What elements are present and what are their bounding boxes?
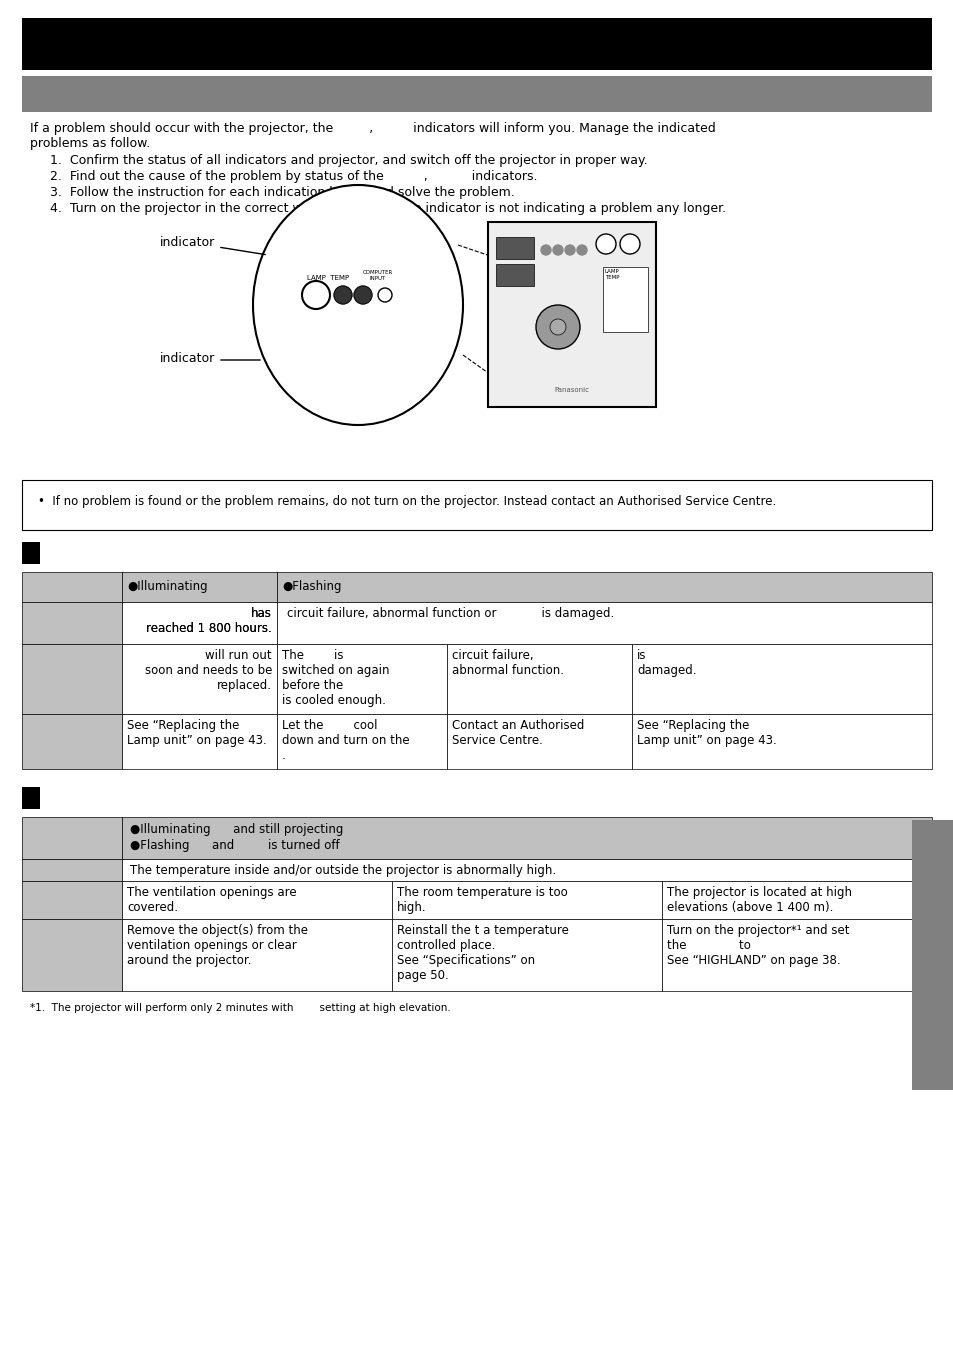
Bar [22,76,931,112]
Bar [22,713,122,769]
Text: circuit failure,
abnormal function.: circuit failure, abnormal function. [452,648,563,677]
Text: Let the        cool
down and turn on the
.: Let the cool down and turn on the . [282,719,409,762]
Text: LAMP
TEMP: LAMP TEMP [604,269,619,280]
Bar [661,919,931,992]
Text: Contact an Authorised
Service Centre.: Contact an Authorised Service Centre. [452,719,584,747]
Bar [631,644,931,713]
Text: The ventilation openings are
covered.: The ventilation openings are covered. [127,886,296,915]
Text: has
reached 1 800 hours.: has reached 1 800 hours. [146,607,272,635]
Bar [122,603,276,644]
Bar [496,236,534,259]
Circle shape [540,245,551,255]
Bar [911,820,953,1090]
Bar [122,859,931,881]
Text: See “Replacing the
Lamp unit” on page 43.: See “Replacing the Lamp unit” on page 43… [637,719,776,747]
Text: 2.  Find out the cause of the problem by status of the          ,           indi: 2. Find out the cause of the problem by … [50,170,537,182]
Text: problems as follow.: problems as follow. [30,136,150,150]
Text: ●Flashing      and         is turned off: ●Flashing and is turned off [130,839,339,852]
Circle shape [553,245,562,255]
Text: The projector is located at high
elevations (above 1 400 m).: The projector is located at high elevati… [666,886,851,915]
Bar [22,817,122,859]
Bar [22,18,931,70]
Bar [496,263,534,286]
Text: The        is
switched on again
before the
is cooled enough.: The is switched on again before the is c… [282,648,389,707]
Bar [447,713,631,769]
Text: Remove the object(s) from the
ventilation openings or clear
around the projector: Remove the object(s) from the ventilatio… [127,924,308,967]
Bar [392,919,661,992]
Bar [22,542,40,563]
Text: ●Flashing: ●Flashing [282,580,341,593]
Text: Panasonic: Panasonic [554,386,589,393]
Text: Reinstall the t a temperature
controlled place.
See “Specifications” on
page 50.: Reinstall the t a temperature controlled… [396,924,568,982]
Bar [22,644,122,713]
Bar [447,644,631,713]
Text: 1.  Confirm the status of all indicators and projector, and switch off the proje: 1. Confirm the status of all indicators … [50,154,647,168]
Bar [22,571,122,603]
Ellipse shape [253,185,462,426]
Circle shape [596,234,616,254]
Bar [602,267,647,332]
Circle shape [354,286,372,304]
Bar [22,859,122,881]
Text: COMPUTER
INPUT: COMPUTER INPUT [362,270,393,281]
Text: If a problem should occur with the projector, the         ,          indicators : If a problem should occur with the proje… [30,122,715,135]
Text: 4.  Turn on the projector in the correct way and confirm the indicator is not in: 4. Turn on the projector in the correct … [50,203,725,215]
Text: circuit failure, abnormal function or            is damaged.: circuit failure, abnormal function or is… [287,608,614,620]
Text: ●Illuminating: ●Illuminating [127,580,208,593]
Bar [22,603,122,644]
Circle shape [550,319,565,335]
Text: Turn on the projector*¹ and set
the              to
See “HIGHLAND” on page 38.: Turn on the projector*¹ and set the to S… [666,924,848,967]
Bar [122,817,931,859]
Text: has
reached 1 800 hours.: has reached 1 800 hours. [146,607,272,635]
Text: indicator: indicator [159,235,214,249]
Bar [392,881,661,919]
Text: •  If no problem is found or the problem remains, do not turn on the projector. : • If no problem is found or the problem … [38,494,776,508]
Circle shape [564,245,575,255]
Text: The room temperature is too
high.: The room temperature is too high. [396,886,567,915]
Bar [122,881,392,919]
Bar [631,713,931,769]
Text: 3.  Follow the instruction for each indication below and solve the problem.: 3. Follow the instruction for each indic… [50,186,515,199]
Bar [122,713,276,769]
Bar [22,788,40,809]
Bar [122,919,392,992]
Text: ●Illuminating      and still projecting: ●Illuminating and still projecting [130,823,343,836]
Bar [276,603,931,644]
Circle shape [536,305,579,349]
Circle shape [302,281,330,309]
Circle shape [619,234,639,254]
Bar [22,881,122,919]
Text: See “Replacing the
Lamp unit” on page 43.: See “Replacing the Lamp unit” on page 43… [127,719,267,747]
Circle shape [577,245,586,255]
Bar [661,881,931,919]
Bar [488,222,656,407]
Bar [22,480,931,530]
Circle shape [377,288,392,303]
Bar [122,644,276,713]
Text: LAMP  TEMP: LAMP TEMP [307,276,349,281]
Bar [22,919,122,992]
Bar [122,571,276,603]
Bar [276,644,447,713]
Circle shape [334,286,352,304]
Text: is
damaged.: is damaged. [637,648,696,677]
Text: indicator: indicator [159,351,214,365]
Text: The temperature inside and/or outside the projector is abnormally high.: The temperature inside and/or outside th… [130,865,556,877]
Bar [276,713,447,769]
Text: *1.  The projector will perform only 2 minutes with        setting at high eleva: *1. The projector will perform only 2 mi… [30,1002,450,1013]
Text: will run out
soon and needs to be
replaced.: will run out soon and needs to be replac… [145,648,272,692]
Bar [276,571,931,603]
